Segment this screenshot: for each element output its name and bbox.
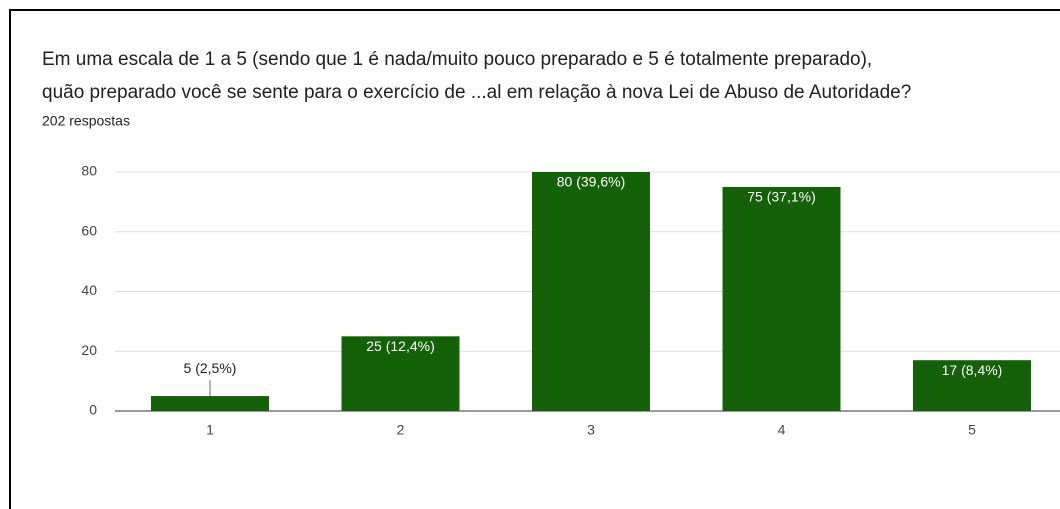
data-label: 80 (39,6%): [557, 174, 625, 190]
data-label: 75 (37,1%): [747, 189, 815, 205]
bar: [341, 336, 460, 411]
bar: [913, 360, 1031, 411]
y-tick-label: 0: [89, 402, 97, 418]
x-tick-label: 4: [778, 422, 786, 438]
data-label: 17 (8,4%): [942, 362, 1003, 378]
chart-title: quão preparado você se sente para o exer…: [42, 82, 911, 103]
x-tick-label: 3: [587, 422, 595, 438]
y-tick-label: 40: [81, 282, 97, 298]
y-tick-label: 80: [81, 163, 97, 179]
data-label: 25 (12,4%): [366, 338, 434, 354]
x-tick-label: 1: [206, 422, 214, 438]
x-tick-label: 5: [968, 422, 976, 438]
chart-subtitle: 202 respostas: [42, 113, 130, 129]
bar: [722, 186, 841, 411]
x-tick-label: 2: [397, 422, 405, 438]
data-label: 5 (2,5%): [184, 360, 237, 376]
y-tick-label: 20: [81, 342, 97, 358]
bar: [151, 396, 269, 411]
bar: [532, 172, 650, 411]
y-tick-label: 60: [81, 222, 97, 238]
chart-title: Em uma escala de 1 a 5 (sendo que 1 é na…: [42, 49, 872, 70]
